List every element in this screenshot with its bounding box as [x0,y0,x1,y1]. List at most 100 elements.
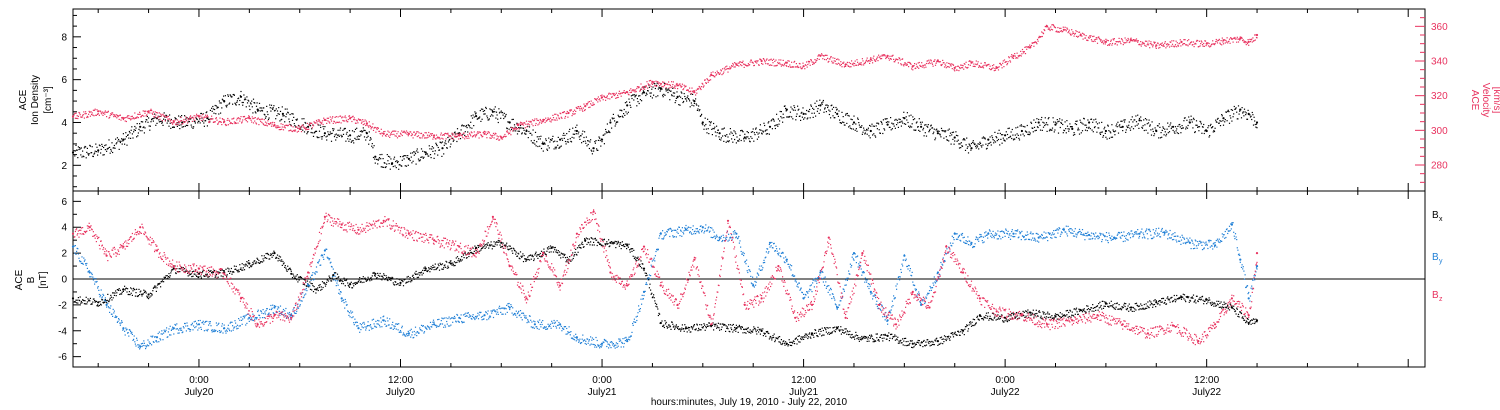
data-dot [1145,129,1147,131]
data-dot [514,128,516,130]
data-dot [280,260,282,262]
data-dot [792,109,794,111]
data-dot [418,132,420,134]
data-dot [360,119,362,121]
data-dot [590,139,592,141]
data-dot [143,289,145,291]
data-dot [1188,39,1190,41]
data-dot [113,294,115,296]
data-dot [290,125,292,127]
data-dot [218,113,220,115]
data-dot [648,86,650,88]
data-dot [1213,44,1216,46]
data-dot [1054,121,1057,123]
data-dot [1026,124,1028,127]
data-dot [828,109,830,111]
data-dot [453,133,455,135]
data-dot [491,135,493,137]
data-dot [452,137,454,139]
data-dot [376,277,378,279]
data-dot [500,110,502,112]
data-dot [520,127,522,129]
data-dot [389,277,391,279]
data-dot [679,83,681,85]
data-dot [1209,125,1211,127]
data-dot [233,93,235,96]
data-dot [548,118,550,120]
data-dot [845,65,847,67]
data-dot [709,75,711,77]
data-dot [485,106,487,108]
data-dot [1237,41,1240,43]
data-dot [641,93,643,95]
data-dot [128,293,130,296]
data-dot [380,166,382,168]
data-dot [1045,24,1048,26]
data-dot [842,121,844,123]
data-dot [261,255,263,257]
data-dot [894,59,896,61]
data-dot [699,87,701,89]
data-dot [1112,129,1114,131]
data-dot [358,138,360,140]
data-dot [862,60,864,62]
data-dot [183,270,185,272]
data-dot [104,113,106,115]
data-dot [106,116,108,118]
data-dot [515,251,517,253]
data-dot [704,79,706,81]
data-dot [100,148,102,150]
data-dot [282,129,285,131]
data-dot [755,128,757,130]
data-dot [822,58,824,60]
data-dot [1253,40,1255,42]
data-dot [1026,46,1028,48]
data-dot [714,72,716,74]
data-dot [89,115,91,117]
data-dot [1029,132,1031,134]
data-dot [371,145,373,147]
data-dot [215,105,217,107]
data-dot [142,121,144,123]
data-dot [374,158,376,160]
data-dot [389,134,391,136]
data-dot [1032,42,1034,44]
data-dot [1176,132,1178,134]
data-dot [200,112,202,115]
data-dot [346,131,348,133]
data-dot [479,110,481,112]
data-dot [97,113,99,115]
data-dot [1130,119,1132,121]
data-dot [957,65,959,67]
data-dot [233,265,235,267]
data-dot [708,121,710,123]
data-dot [834,60,836,62]
data-dot [728,140,730,142]
data-dot [119,141,121,144]
data-dot [1077,35,1079,37]
data-dot [1168,44,1170,46]
data-dot [653,82,655,84]
data-dot [625,111,627,113]
data-dot [1201,132,1203,134]
data-dot [193,115,195,117]
data-dot [1173,40,1175,42]
data-dot [266,111,268,113]
data-dot [835,106,837,109]
data-dot [134,112,136,114]
data-dot [502,242,504,244]
data-dot [431,146,433,148]
data-dot [545,139,547,142]
data-dot [201,116,203,118]
data-dot [646,81,648,83]
data-dot [705,82,707,84]
data-dot [276,127,279,129]
data-dot [407,275,409,278]
data-point [349,134,352,137]
data-dot [900,121,902,123]
data-dot [119,114,121,116]
data-dot [559,254,561,256]
data-dot [616,97,618,99]
data-dot [1150,134,1153,136]
data-dot [1224,119,1226,121]
